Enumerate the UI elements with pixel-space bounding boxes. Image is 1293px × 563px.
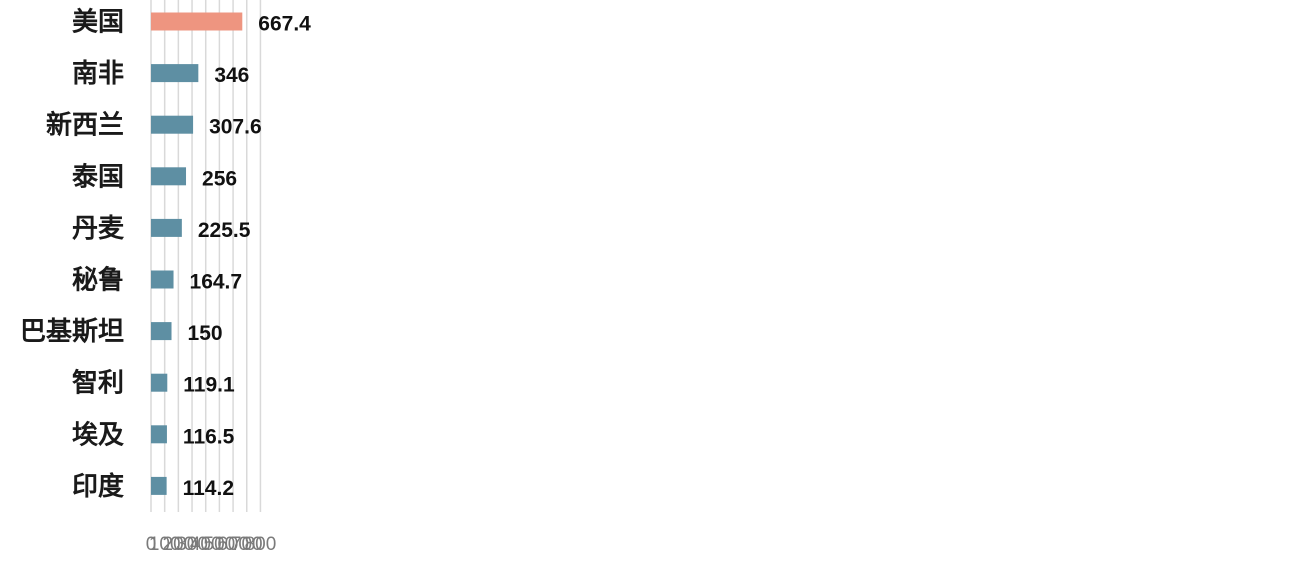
value-label-丹麦: 225.5 xyxy=(198,219,251,242)
value-label-美国: 667.4 xyxy=(258,13,311,36)
value-labels: 667.4 346 307.6 256 225.5 164.7 150 119.1 116.5 1… xyxy=(183,13,312,500)
bar-秘鲁 xyxy=(151,270,174,289)
bar-南非 xyxy=(151,64,199,83)
bar-丹麦 xyxy=(151,218,182,237)
x-tick-label-400: 400 xyxy=(190,534,222,555)
x-tick-label-300: 300 xyxy=(176,534,208,555)
category-label-印度: 印度 xyxy=(72,471,124,502)
bar-新西兰 xyxy=(151,115,194,134)
bar-印度 xyxy=(151,476,167,495)
value-label-印度: 114.2 xyxy=(183,477,234,500)
value-label-巴基斯坦: 150 xyxy=(188,322,223,345)
bar-泰国 xyxy=(151,167,187,186)
category-label-泰国: 泰国 xyxy=(72,162,124,192)
value-label-埃及: 116.5 xyxy=(183,425,235,448)
category-label-新西兰: 新西兰 xyxy=(46,110,124,141)
category-label-美国: 美国 xyxy=(72,7,124,38)
x-tick-label-0: 0 xyxy=(146,534,157,555)
x-tick-label-500: 500 xyxy=(204,534,236,555)
category-label-智利: 智利 xyxy=(72,369,124,399)
bar-series xyxy=(151,12,243,495)
value-label-秘鲁: 164.7 xyxy=(190,271,243,294)
bar-智利 xyxy=(151,373,168,392)
x-tick-label-700: 700 xyxy=(231,534,263,555)
value-label-智利: 119.1 xyxy=(183,374,235,397)
category-label-埃及: 埃及 xyxy=(72,420,124,450)
value-label-泰国: 256 xyxy=(202,167,237,190)
value-label-南非: 346 xyxy=(214,64,249,87)
category-label-秘鲁: 秘鲁 xyxy=(72,265,124,296)
grid-lines xyxy=(150,0,262,512)
x-tick-label-200: 200 xyxy=(163,534,195,555)
x-tick-label-800: 800 xyxy=(245,534,277,555)
x-tick-label-600: 600 xyxy=(217,534,249,555)
x-tick-label-100: 100 xyxy=(149,534,181,555)
category-label-巴基斯坦: 巴基斯坦 xyxy=(20,317,124,347)
bar-巴基斯坦 xyxy=(151,322,172,341)
value-label-新西兰: 307.6 xyxy=(209,116,262,139)
bar-埃及 xyxy=(151,425,167,444)
category-label-丹麦: 丹麦 xyxy=(72,214,125,244)
bar-美国 xyxy=(151,12,243,31)
category-label-南非: 南非 xyxy=(72,59,124,89)
